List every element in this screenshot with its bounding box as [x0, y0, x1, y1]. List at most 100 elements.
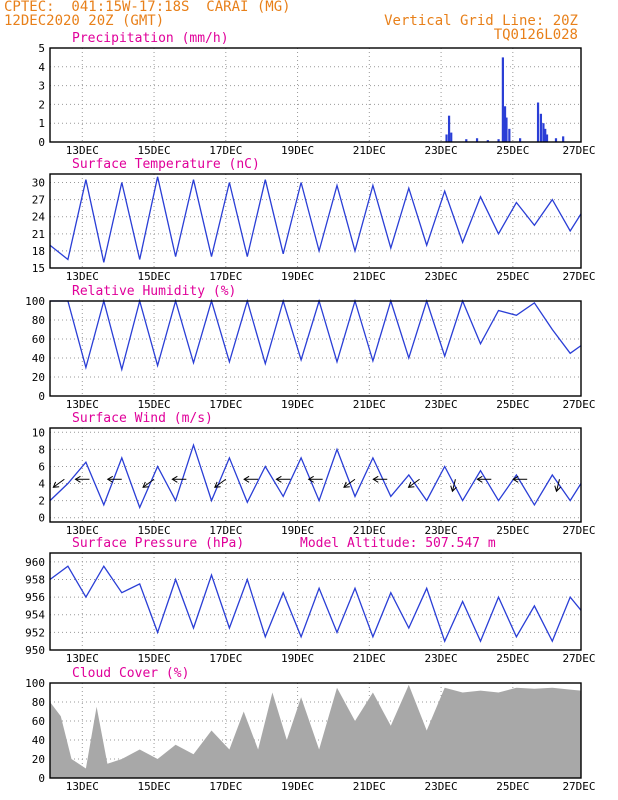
- precip-bar: [497, 139, 500, 142]
- precip-bar: [503, 106, 507, 142]
- x-tick-label: 17DEC: [209, 652, 242, 665]
- header-station: CPTEC: 041:15W-17:18S CARAI (MG): [4, 0, 291, 15]
- y-tick-label: 20: [32, 753, 45, 766]
- x-tick-label: 23DEC: [425, 144, 458, 157]
- precip-bar: [508, 128, 511, 142]
- x-tick-label: 23DEC: [425, 780, 458, 793]
- precip-bar: [519, 138, 522, 142]
- y-tick-label: 958: [25, 573, 45, 586]
- precip-bar: [475, 138, 479, 142]
- wind-arrow-head: [275, 475, 282, 483]
- x-tick-label: 15DEC: [137, 270, 170, 283]
- panel-frame: [49, 300, 582, 397]
- x-tick-label: 15DEC: [137, 144, 170, 157]
- wind-arrow-head: [343, 481, 350, 488]
- x-tick-label: 25DEC: [496, 780, 529, 793]
- wind-line: [49, 442, 582, 510]
- x-tick-label: 25DEC: [496, 524, 529, 537]
- panel-title: Relative Humidity (%): [72, 284, 236, 299]
- y-tick-label: 956: [25, 591, 45, 604]
- y-tick-label: 6: [38, 460, 45, 473]
- y-tick-label: 2: [38, 98, 45, 111]
- x-tick-label: 17DEC: [209, 524, 242, 537]
- y-tick-label: 0: [38, 390, 45, 403]
- precip-bar: [505, 117, 508, 142]
- x-tick-label: 25DEC: [496, 398, 529, 411]
- x-tick-label: 21DEC: [353, 270, 386, 283]
- wind-arrow-head: [450, 485, 457, 493]
- y-tick-label: 2: [38, 495, 45, 508]
- y-tick-label: 4: [38, 61, 45, 74]
- panel-title: Surface Wind (m/s): [72, 411, 213, 426]
- x-tick-label: 19DEC: [281, 780, 314, 793]
- wind-arrow: [343, 478, 356, 488]
- y-tick-label: 60: [32, 333, 45, 346]
- x-tick-label: 13DEC: [66, 652, 99, 665]
- y-tick-label: 952: [25, 626, 45, 639]
- x-tick-label: 19DEC: [281, 652, 314, 665]
- x-tick-label: 21DEC: [353, 652, 386, 665]
- y-tick-label: 24: [32, 211, 46, 224]
- x-tick-label: 15DEC: [137, 398, 170, 411]
- y-tick-label: 8: [38, 443, 45, 456]
- precip-bar: [447, 115, 451, 142]
- wind-arrow-head: [372, 475, 379, 483]
- panel-title: Surface Temperature (nC): [72, 157, 260, 172]
- y-tick-label: 100: [25, 295, 45, 308]
- x-tick-label: 17DEC: [209, 780, 242, 793]
- y-tick-label: 0: [38, 772, 45, 785]
- x-tick-label: 17DEC: [209, 270, 242, 283]
- panel-title: Surface Pressure (hPa): [72, 536, 244, 551]
- x-tick-label: 13DEC: [66, 270, 99, 283]
- x-tick-label: 21DEC: [353, 780, 386, 793]
- x-tick-label: 17DEC: [209, 398, 242, 411]
- y-tick-label: 30: [32, 177, 45, 190]
- y-tick-label: 1: [38, 117, 45, 130]
- wind-arrow-head: [171, 475, 178, 483]
- y-tick-label: 0: [38, 136, 45, 149]
- x-tick-label: 23DEC: [425, 652, 458, 665]
- precip-bar: [465, 139, 468, 142]
- precip-bar: [554, 138, 558, 142]
- y-tick-label: 960: [25, 556, 45, 569]
- x-tick-label: 13DEC: [66, 398, 99, 411]
- header-model-code: TQ0126L028: [493, 27, 578, 43]
- x-tick-label: 21DEC: [353, 398, 386, 411]
- y-tick-label: 20: [32, 371, 45, 384]
- x-tick-label: 27DEC: [562, 270, 595, 283]
- x-tick-label: 25DEC: [496, 270, 529, 283]
- y-tick-label: 60: [32, 715, 45, 728]
- x-tick-label: 13DEC: [66, 524, 99, 537]
- x-tick-label: 23DEC: [425, 270, 458, 283]
- panel-frame: [49, 173, 582, 269]
- x-tick-label: 25DEC: [496, 144, 529, 157]
- y-tick-label: 10: [32, 426, 45, 439]
- precip-bar: [539, 113, 543, 142]
- precip-bar: [545, 134, 549, 142]
- wind-arrow: [555, 479, 560, 492]
- y-tick-label: 5: [38, 42, 45, 55]
- wind-arrow-head: [52, 481, 60, 488]
- wind-arrow-head: [476, 475, 483, 483]
- precip-bar: [562, 136, 565, 142]
- precip-bar: [544, 128, 547, 142]
- y-tick-label: 27: [32, 194, 45, 207]
- wind-arrow: [408, 478, 420, 488]
- x-tick-label: 13DEC: [66, 144, 99, 157]
- y-tick-label: 0: [38, 512, 45, 525]
- panel-frame: [49, 427, 582, 523]
- y-tick-label: 80: [32, 696, 45, 709]
- precip-bar: [542, 123, 545, 142]
- x-tick-label: 27DEC: [562, 652, 595, 665]
- wind-arrow: [214, 478, 227, 488]
- panel-title: Precipitation (mm/h): [72, 31, 229, 46]
- y-tick-label: 40: [32, 352, 45, 365]
- x-tick-label: 19DEC: [281, 144, 314, 157]
- precip-bar: [445, 134, 448, 142]
- y-tick-label: 21: [32, 228, 45, 241]
- x-tick-label: 27DEC: [562, 780, 595, 793]
- header-grid-info: Vertical Grid Line: 20Z: [384, 13, 578, 29]
- wind-arrow-head: [243, 475, 250, 483]
- x-tick-label: 23DEC: [425, 398, 458, 411]
